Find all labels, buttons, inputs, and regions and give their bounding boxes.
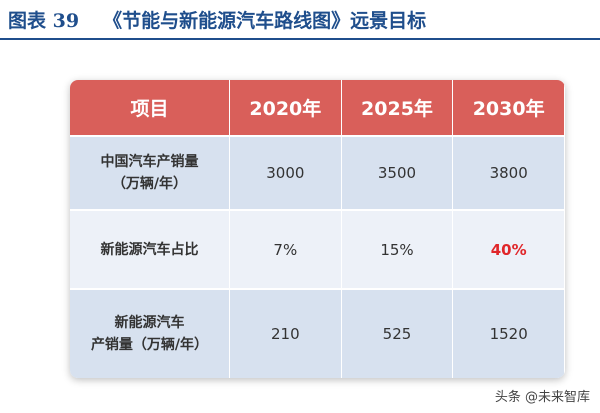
row-label-line: （万辆/年） [111, 176, 188, 192]
title-rule [0, 38, 600, 40]
row-label-line: 新能源汽车占比 [100, 241, 199, 258]
row-label: 新能源汽车产销量（万辆/年） [70, 288, 230, 378]
column-header: 2025年 [341, 80, 454, 135]
table-cell: 1520 [453, 288, 565, 378]
table-cell: 7% [230, 209, 342, 288]
figure-title: 图表 39 《节能与新能源汽车路线图》远景目标 [8, 6, 426, 33]
table-cell: 210 [230, 288, 342, 378]
table-row: 新能源汽车占比 7% 15% 40% [70, 209, 565, 288]
figure-caption: 《节能与新能源汽车路线图》远景目标 [103, 10, 427, 32]
table-cell: 525 [341, 288, 454, 378]
table-row: 新能源汽车 产销量（万辆/年） 210 525 1520 [70, 288, 565, 378]
table-row: 中国汽车产销量 （万辆/年） 3000 3500 3800 [70, 135, 565, 209]
column-header: 2020年 [230, 80, 342, 135]
table-cell: 3500 [341, 135, 454, 209]
table-cell: 15% [341, 209, 454, 288]
column-header: 项目 [70, 80, 230, 135]
row-label-line: 中国汽车产销量 [100, 154, 199, 170]
row-label: 新能源汽车占比 [70, 209, 230, 288]
table-cell: 3800 [453, 135, 565, 209]
row-label-line: 产销量（万辆/年） [90, 337, 209, 353]
row-label-line: 新能源汽车 [114, 315, 185, 331]
column-header: 2030年 [453, 80, 565, 135]
row-label: 中国汽车产销量 （万辆/年） [70, 135, 230, 209]
watermark: 头条 @未来智库 [494, 390, 590, 405]
table-cell: 3000 [230, 135, 342, 209]
header-row: 项目 2020年 2025年 2030年 [70, 80, 565, 135]
figure-label: 图表 39 [8, 10, 80, 32]
data-table: 项目 2020年 2025年 2030年中国汽车产销量 （万辆/年） 3000 3500 38… [70, 80, 565, 378]
table-cell: 40% [453, 209, 565, 288]
